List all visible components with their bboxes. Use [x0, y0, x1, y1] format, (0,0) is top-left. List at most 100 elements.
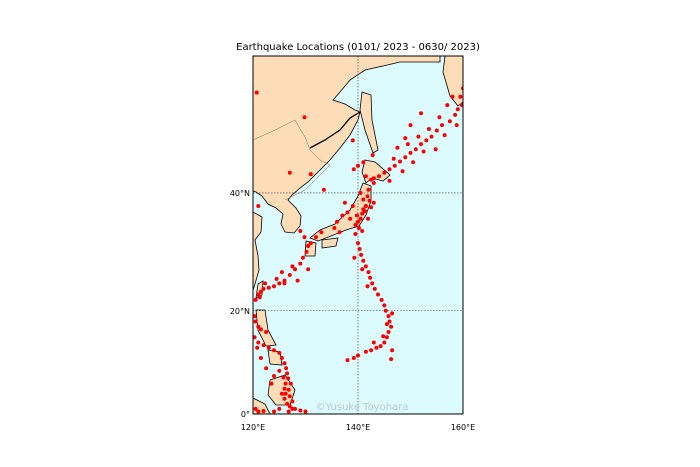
earthquake-point: [371, 340, 376, 345]
earthquake-point: [355, 213, 359, 218]
earthquake-point: [433, 147, 438, 152]
earthquake-point: [279, 391, 284, 396]
earthquake-point: [261, 286, 266, 291]
earthquake-point: [266, 345, 271, 350]
earthquake-point: [358, 191, 363, 195]
earthquake-point: [261, 409, 266, 413]
earthquake-point: [255, 345, 260, 350]
earthquake-point: [314, 235, 318, 240]
earthquake-point: [332, 226, 337, 230]
earthquake-point: [257, 295, 262, 300]
earthquake-point: [287, 170, 292, 175]
earthquake-point: [381, 334, 386, 339]
earthquake-point: [445, 103, 450, 108]
land-hokkaido: [361, 159, 391, 184]
earthquake-point: [366, 270, 371, 275]
earthquake-point: [390, 311, 395, 316]
earthquake-point: [363, 174, 368, 179]
earthquake-point: [411, 160, 416, 165]
earthquake-point: [424, 138, 429, 143]
earthquake-point: [290, 399, 295, 404]
land-luzon: [255, 309, 277, 347]
earthquake-point: [387, 319, 392, 324]
earthquake-point: [279, 356, 284, 360]
land-china-coast: [253, 211, 263, 291]
y-tick-label: 0°: [241, 410, 250, 419]
earthquake-point: [403, 155, 408, 160]
earthquake-point: [304, 249, 309, 254]
earthquake-point: [258, 327, 263, 332]
earthquake-point: [272, 284, 276, 289]
earthquake-point: [419, 142, 423, 147]
earthquake-point: [368, 275, 373, 280]
earthquake-point: [353, 232, 358, 236]
earthquake-point: [363, 264, 368, 269]
earthquake-point: [460, 103, 463, 108]
earthquake-point: [295, 278, 300, 283]
earthquake-point: [458, 94, 463, 99]
earthquake-point: [371, 200, 376, 205]
earthquake-point: [350, 138, 355, 143]
earthquake-point: [256, 340, 261, 345]
earthquake-point: [272, 348, 276, 353]
earthquake-point: [386, 314, 391, 319]
earthquake-point: [287, 273, 292, 277]
earthquake-point: [272, 409, 276, 414]
earthquake-point: [383, 308, 388, 313]
earthquake-point: [374, 345, 379, 350]
earthquake-point: [352, 255, 357, 260]
earthquake-point: [351, 356, 356, 360]
earthquake-point: [356, 241, 360, 246]
earthquake-point: [413, 147, 418, 152]
earthquake-point: [455, 107, 460, 112]
earthquake-point: [403, 136, 408, 141]
earthquake-point: [263, 281, 268, 286]
earthquake-point: [419, 111, 423, 116]
earthquake-point: [353, 222, 358, 227]
earthquake-point: [286, 387, 291, 392]
tick-labels: 120°E 140°E 160°E 0° 20°N 40°N: [230, 189, 475, 432]
earthquake-point: [293, 406, 297, 411]
earthquake-point: [384, 322, 389, 327]
map-title: Earthquake Locations (0101/ 2023 - 0630/…: [236, 42, 480, 53]
earthquake-point: [342, 200, 347, 205]
earthquake-point: [300, 255, 305, 260]
land-shikoku: [321, 237, 339, 249]
earthquake-point: [357, 226, 361, 230]
earthquake-point: [254, 90, 259, 95]
earthquake-point: [398, 159, 402, 164]
earthquake-point: [361, 160, 366, 165]
land-mainland-asia: [253, 56, 441, 234]
earthquake-point: [359, 252, 364, 257]
earthquake-point: [302, 235, 307, 240]
earthquake-point: [277, 281, 282, 286]
earthquake-point: [360, 211, 365, 216]
x-tick-label: 120°E: [241, 423, 265, 432]
earthquake-point: [283, 381, 288, 386]
earthquake-point: [377, 174, 381, 179]
earthquake-point: [303, 409, 308, 414]
earthquake-point: [264, 366, 269, 371]
earthquake-point: [298, 229, 303, 233]
earthquake-point: [363, 349, 368, 354]
earthquake-point: [361, 197, 366, 202]
earthquake-point: [340, 213, 345, 218]
earthquake-point: [378, 344, 383, 349]
earthquake-point: [440, 123, 444, 128]
earthquake-point: [264, 330, 269, 334]
earthquake-point: [426, 127, 431, 131]
earthquake-point: [319, 230, 324, 235]
earthquake-point: [345, 358, 350, 363]
earthquake-point: [390, 348, 395, 353]
earthquake-point: [356, 353, 360, 358]
earthquake-point: [365, 284, 370, 289]
earthquake-point: [306, 244, 311, 248]
earthquake-point: [387, 178, 392, 183]
earthquake-point: [337, 230, 342, 235]
land-kamchatka: [442, 56, 463, 107]
earthquake-point: [363, 204, 368, 208]
earthquake-point: [282, 278, 287, 283]
map-frame: [252, 55, 464, 415]
watermark: ©Yusuke Toyohara: [316, 402, 409, 413]
